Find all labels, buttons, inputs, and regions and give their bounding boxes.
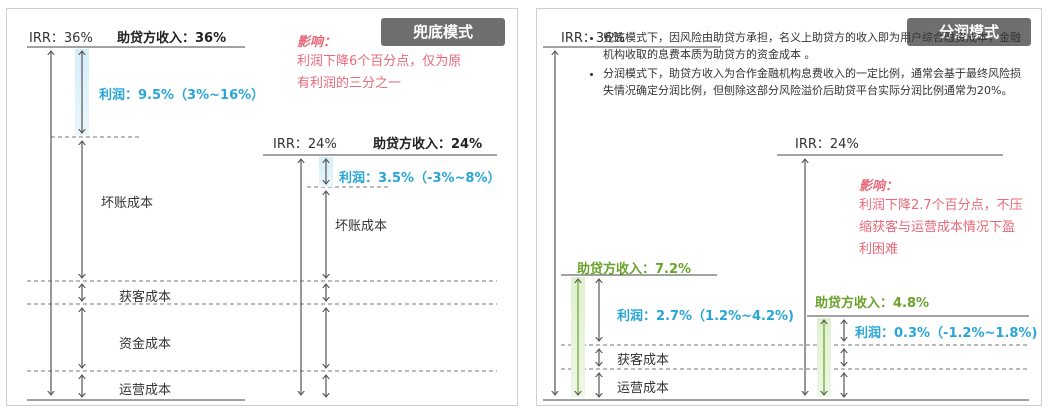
guarantee-mode-diagram [27, 46, 497, 401]
profit-0-3-label: 利润：0.3%（-1.2%~1.8%) [855, 326, 1038, 341]
operating-cost-label: 运营成本 [119, 383, 172, 398]
impact-title: 影响： [297, 35, 337, 50]
guarantee-mode-panel: 兜底模式 [6, 8, 518, 406]
irr-36-label: IRR：36% [29, 31, 93, 46]
guarantee-mode-tag: 兜底模式 [381, 18, 505, 46]
profit-share-mode-tag: 分润模式 [907, 18, 1031, 46]
loan-income-24-label: 助贷方收入：24% [373, 137, 483, 152]
right-irr-24-label: IRR：24% [795, 137, 859, 152]
loan-income-7-2-label: 助贷方收入：7.2% [577, 262, 692, 277]
right-operating-cost-label: 运营成本 [617, 381, 670, 396]
bad-debt-cost-label: 坏账成本 [101, 196, 154, 211]
fund-cost-label: 资金成本 [119, 337, 172, 352]
right-acquisition-cost-label: 获客成本 [617, 353, 670, 368]
profit-share-mode-diagram [543, 46, 1029, 401]
profit-9-5-label: 利润：9.5%（3%~16%） [99, 88, 265, 103]
mode-notes: 兜底模式下，因风险由助贷方承担，名义上助贷方的收入即为用户综合融资成本，金融机构… [587, 29, 1023, 101]
note-item: 兜底模式下，因风险由助贷方承担，名义上助贷方的收入即为用户综合融资成本，金融机构… [603, 29, 1023, 63]
profit-2-7-label: 利润：2.7%（1.2%~4.2%) [617, 309, 794, 324]
profit-3-5-label: 利润：3.5%（-3%~8%） [339, 171, 501, 186]
profit-share-mode-panel: 分润模式 IRR：36% [536, 8, 1042, 406]
right-impact-text: 利润下降2.7个百分点，不压缩获客与运营成本情况下盈利困难 [859, 198, 1023, 257]
note-item: 分润模式下，助贷方收入为合作金融机构息费收入的一定比例，通常会基于最终风险损失情… [603, 65, 1023, 99]
loan-income-36-label: 助贷方收入：36% [117, 31, 227, 46]
loan-income-4-8-label: 助贷方收入：4.8% [815, 296, 930, 311]
irr-24-label: IRR：24% [273, 137, 337, 152]
right-irr-36-label: IRR：36% [561, 31, 625, 46]
acquisition-cost-label: 获客成本 [119, 290, 172, 305]
bad-debt-cost-label-b: 坏账成本 [335, 219, 388, 234]
right-impact-title: 影响： [859, 179, 899, 194]
impact-text: 利润下降6个百分点，仅为原有利润的三分之一 [297, 54, 462, 91]
